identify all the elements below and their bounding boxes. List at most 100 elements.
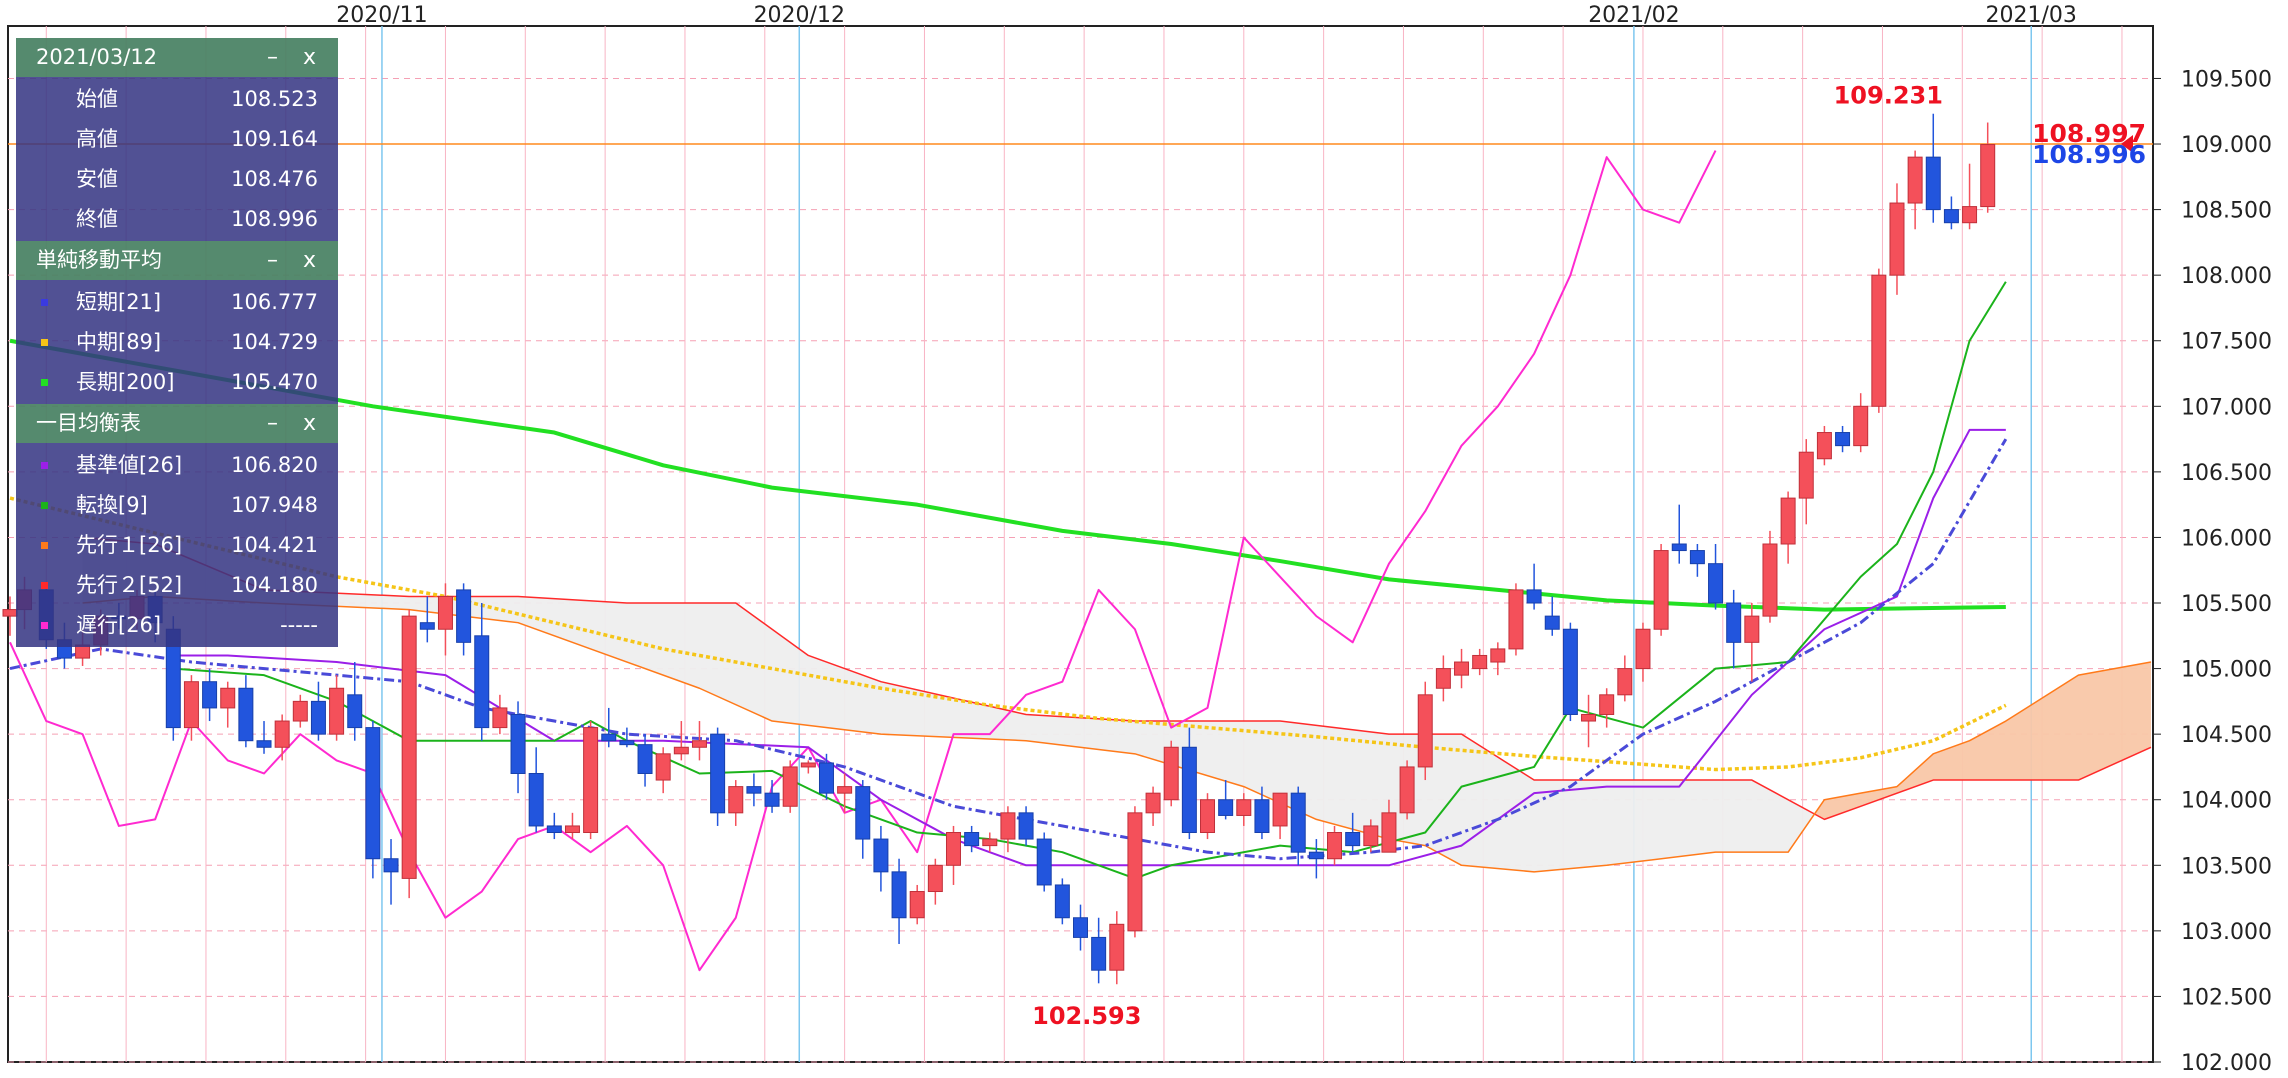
- low-price-label: 102.593: [1032, 1002, 1141, 1030]
- candle-down: [1526, 589, 1542, 604]
- row-value: 108.523: [231, 87, 318, 111]
- candle-up: [691, 740, 707, 748]
- y-tick-label: 108.000: [2181, 264, 2272, 289]
- ichimoku-row-chikou: 遅行[26] -----: [16, 605, 338, 645]
- row-label: 高値: [76, 127, 118, 151]
- row-label: 安値: [76, 167, 118, 191]
- candle-down: [1726, 602, 1742, 643]
- ichimoku-panel-body: 基準値[26] 106.820 転換[9] 107.948 先行１[26] 104.4…: [16, 443, 338, 647]
- candle-down: [601, 733, 617, 742]
- candle-down: [419, 622, 435, 630]
- candle-up: [837, 786, 853, 794]
- minimize-button[interactable]: –: [267, 45, 278, 70]
- ohlc-row-close: 終値 108.996: [16, 199, 338, 239]
- candle-down: [1925, 156, 1941, 211]
- x-tick-label: 2020/12: [754, 3, 845, 28]
- candle-up: [909, 891, 925, 919]
- row-label: 遅行[26]: [76, 613, 162, 637]
- candle-up: [1581, 713, 1597, 722]
- candle-down: [964, 832, 980, 847]
- candle-up: [1399, 766, 1415, 814]
- row-label: 終値: [76, 207, 118, 231]
- candle-down: [710, 733, 726, 814]
- candle-up: [1871, 274, 1887, 407]
- series-color-icon: [41, 542, 48, 549]
- y-tick-label: 103.500: [2181, 854, 2272, 879]
- close-button[interactable]: x: [302, 45, 316, 70]
- y-tick-label: 109.500: [2181, 67, 2272, 92]
- candle-up: [401, 615, 417, 879]
- x-axis: 2020/11 2020/12 2021/02 2021/03: [336, 3, 2077, 28]
- sma-row-short: 短期[21] 106.777: [16, 282, 338, 322]
- candle-up: [1635, 628, 1651, 670]
- y-tick-label: 107.000: [2181, 395, 2272, 420]
- candle-up: [1472, 654, 1488, 670]
- candle-down: [1308, 851, 1324, 860]
- candle-down: [1562, 628, 1578, 715]
- ohlc-panel-header: 2021/03/12 – x: [16, 38, 338, 77]
- y-axis: 102.000 102.500 103.000 103.500 104.000 104.5…: [2181, 67, 2272, 1076]
- row-value: 107.948: [231, 493, 318, 517]
- row-value: -----: [280, 613, 318, 637]
- candle-down: [1054, 884, 1070, 919]
- ohlc-row-open: 始値 108.523: [16, 79, 338, 119]
- candle-up: [1236, 799, 1252, 816]
- ask-price-label: 108.997: [2032, 119, 2146, 148]
- candle-up: [1000, 812, 1016, 840]
- candle-down: [619, 740, 635, 746]
- candle-up: [1127, 812, 1143, 932]
- ohlc-row-low: 安値 108.476: [16, 159, 338, 199]
- y-tick-label: 104.000: [2181, 789, 2272, 814]
- candle-up: [292, 700, 308, 722]
- candle-up: [329, 687, 345, 735]
- candle-down: [1835, 432, 1851, 447]
- candle-up: [1454, 661, 1470, 676]
- minimize-button[interactable]: –: [267, 248, 278, 273]
- candle-down: [256, 740, 272, 748]
- candle-up: [183, 681, 199, 729]
- candle-up: [800, 762, 816, 768]
- candle-up: [220, 687, 236, 709]
- candle-up: [1816, 432, 1832, 460]
- minimize-button[interactable]: –: [267, 411, 278, 436]
- candle-down: [1073, 917, 1088, 938]
- candle-up: [1780, 497, 1796, 545]
- candle-down: [1181, 746, 1197, 834]
- candle-down: [873, 838, 889, 873]
- candle-down: [1254, 799, 1270, 834]
- x-tick-label: 2020/11: [336, 3, 427, 28]
- candle-up: [1381, 812, 1397, 853]
- candle-down: [764, 792, 780, 807]
- sma-title: 単純移動平均: [36, 248, 162, 272]
- candle-up: [1962, 206, 1978, 224]
- candle-down: [310, 700, 326, 735]
- ichimoku-row-senkou1: 先行１[26] 104.421: [16, 525, 338, 565]
- row-value: 106.777: [231, 290, 318, 314]
- candle-down: [1218, 799, 1234, 816]
- senkou1-line: [82, 595, 2152, 873]
- row-value: 109.164: [231, 127, 318, 151]
- close-button[interactable]: x: [302, 248, 316, 273]
- y-tick-label: 103.000: [2181, 920, 2272, 945]
- candle-up: [1617, 668, 1633, 696]
- candle-down: [1345, 832, 1361, 847]
- candle-down: [528, 772, 544, 827]
- y-tick-label: 106.000: [2181, 526, 2272, 551]
- candle-up: [583, 727, 599, 834]
- row-label: 始値: [76, 87, 118, 111]
- ohlc-panel-body: 始値 108.523 高値 109.164 安値 108.476 終値 108.996: [16, 77, 338, 241]
- candle-up: [1980, 144, 1996, 208]
- candle-down: [637, 744, 653, 774]
- series-color-icon: [41, 379, 48, 386]
- series-color-icon: [41, 582, 48, 589]
- candle-up: [1798, 451, 1814, 499]
- candle-up: [1435, 668, 1451, 689]
- y-tick-label: 105.000: [2181, 658, 2272, 683]
- candle-down: [1018, 812, 1034, 840]
- candle-up: [728, 786, 744, 814]
- row-label: 長期[200]: [76, 370, 175, 394]
- close-button[interactable]: x: [302, 411, 316, 436]
- row-value: 106.820: [231, 453, 318, 477]
- x-tick-label: 2021/03: [1986, 3, 2077, 28]
